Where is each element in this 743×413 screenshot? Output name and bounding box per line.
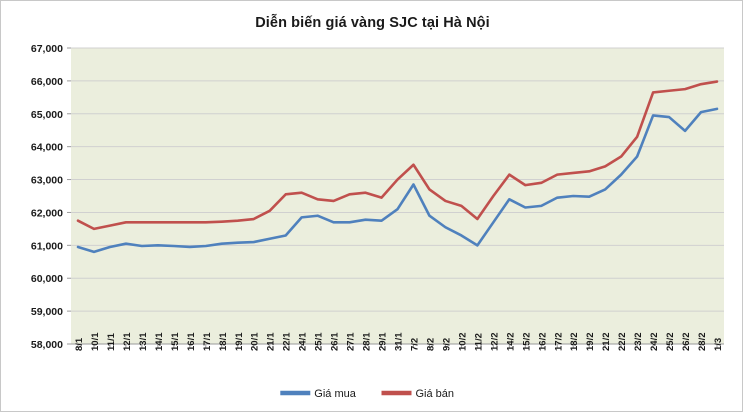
y-tick-label: 59,000 xyxy=(31,306,63,318)
x-tick-label: 24/2 xyxy=(649,333,660,352)
x-tick-label: 26/1 xyxy=(330,332,341,351)
x-tick-label: 7/2 xyxy=(409,338,420,351)
x-tick-label: 15/1 xyxy=(170,332,181,351)
x-tick-label: 9/2 xyxy=(441,338,452,351)
y-tick-label: 58,000 xyxy=(31,339,63,351)
x-tick-label: 31/1 xyxy=(394,332,405,351)
chart-title: Diễn biến giá vàng SJC tại Hà Nội xyxy=(255,15,490,31)
x-tick-label: 8/2 xyxy=(425,338,436,351)
y-tick-label: 64,000 xyxy=(31,142,63,154)
x-tick-label: 18/2 xyxy=(569,333,580,352)
y-tick-label: 60,000 xyxy=(31,273,63,285)
x-tick-label: 28/2 xyxy=(697,333,708,352)
x-tick-label: 11/1 xyxy=(106,332,117,351)
x-tick-label: 15/2 xyxy=(521,333,532,352)
x-tick-label: 29/1 xyxy=(378,332,389,351)
y-tick-label: 65,000 xyxy=(31,109,63,121)
x-tick-label: 11/2 xyxy=(473,333,484,351)
y-tick-label: 63,000 xyxy=(31,175,63,187)
x-tick-label: 21/2 xyxy=(601,333,612,352)
x-tick-label: 25/1 xyxy=(314,332,325,351)
y-axis-tick-labels: 67,000 66,000 65,000 64,000 63,000 62,000 61,0… xyxy=(31,43,71,351)
chart-legend: Giá mua Giá bán xyxy=(280,388,454,400)
x-tick-label: 19/1 xyxy=(234,332,245,351)
x-axis xyxy=(71,343,724,348)
x-axis-tick-labels: 8/1 10/1 11/1 12/1 13/1 14/1 15/1 16/1 17/1 18/1 1… xyxy=(74,332,724,351)
x-tick-label: 27/1 xyxy=(346,332,357,351)
x-tick-label: 12/1 xyxy=(122,332,133,351)
x-tick-label: 10/2 xyxy=(457,333,468,352)
x-tick-label: 14/1 xyxy=(154,332,165,351)
series-line-gia-ban xyxy=(76,80,719,231)
legend-label: Giá bán xyxy=(416,388,455,400)
y-tick-label: 67,000 xyxy=(31,43,63,55)
x-tick-label: 19/2 xyxy=(585,333,596,352)
x-tick-label: 25/2 xyxy=(665,333,676,352)
y-tick-label: 66,000 xyxy=(31,76,63,88)
x-tick-label: 10/1 xyxy=(90,332,101,351)
data-series-group xyxy=(76,80,719,254)
x-tick-label: 26/2 xyxy=(681,333,692,352)
x-tick-label: 23/2 xyxy=(633,333,644,352)
x-tick-label: 21/1 xyxy=(266,332,277,351)
x-tick-label: 24/1 xyxy=(298,332,309,351)
x-tick-label: 16/2 xyxy=(537,333,548,352)
x-tick-label: 12/2 xyxy=(489,333,500,352)
x-tick-label: 22/2 xyxy=(617,333,628,352)
x-tick-label: 16/1 xyxy=(186,332,197,351)
x-tick-label: 20/1 xyxy=(250,332,261,351)
plot-background xyxy=(71,48,724,344)
x-tick-label: 8/1 xyxy=(74,337,85,351)
series-line-gia-mua xyxy=(76,107,719,254)
x-tick-label: 17/2 xyxy=(553,333,564,352)
y-tick-label: 61,000 xyxy=(31,240,63,252)
x-tick-label: 22/1 xyxy=(282,332,293,351)
x-tick-label: 28/1 xyxy=(362,332,373,351)
x-tick-label: 17/1 xyxy=(202,332,213,351)
legend-label: Giá mua xyxy=(314,388,356,400)
x-tick-label: 18/1 xyxy=(218,332,229,351)
x-tick-label: 14/2 xyxy=(505,333,516,352)
y-tick-label: 62,000 xyxy=(31,207,63,219)
x-tick-label: 13/1 xyxy=(138,332,149,351)
x-tick-label: 1/3 xyxy=(713,338,724,351)
